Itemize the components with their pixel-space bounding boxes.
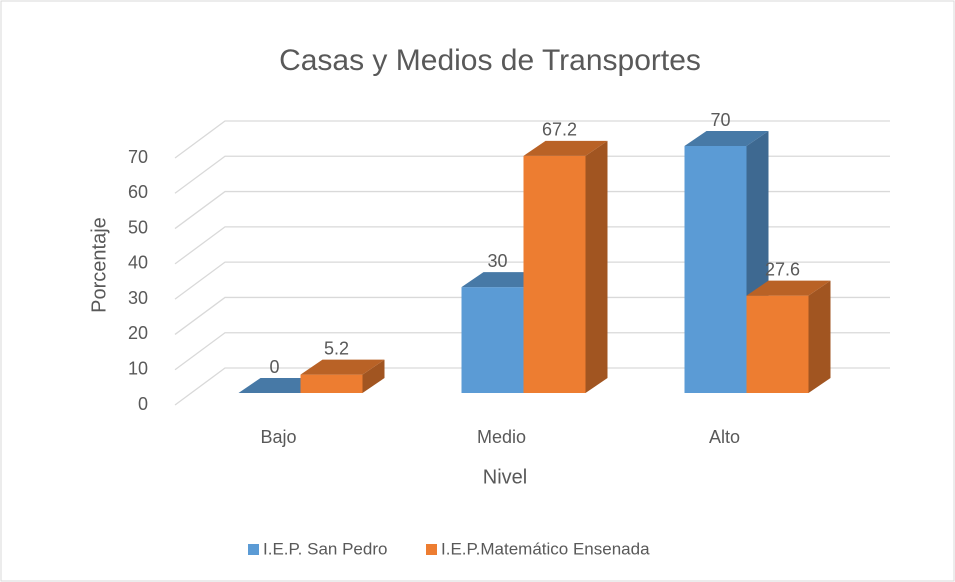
grid-line	[174, 332, 890, 371]
bar	[746, 280, 831, 393]
bar	[684, 131, 769, 393]
bar-front	[746, 295, 809, 393]
y-tick-label: 30	[128, 288, 148, 308]
bar-side	[362, 359, 385, 393]
legend-label: I.E.P. San Pedro	[263, 539, 387, 558]
data-label: 5.2	[324, 338, 349, 358]
bar-front	[684, 146, 747, 393]
x-tick-label: Medio	[477, 427, 526, 447]
bar-top	[684, 131, 769, 146]
data-label: 0	[269, 357, 279, 377]
bar	[523, 140, 608, 393]
grid-line	[174, 296, 890, 335]
x-tick-label: Alto	[709, 427, 740, 447]
y-axis-label: Porcentaje	[88, 217, 110, 313]
data-label: 27.6	[765, 259, 800, 279]
bar-front	[523, 155, 586, 393]
legend-swatch	[248, 544, 259, 555]
data-label: 70	[710, 110, 730, 130]
y-tick-label: 0	[138, 394, 148, 414]
legend-swatch	[426, 544, 437, 555]
y-tick-label: 50	[128, 217, 148, 237]
x-axis-label: Nivel	[483, 466, 527, 488]
bar-side	[808, 280, 831, 393]
data-label: 67.2	[542, 120, 577, 140]
bar-top	[523, 140, 608, 156]
data-label: 30	[487, 251, 507, 271]
grid-line	[174, 261, 890, 300]
grid-line	[174, 226, 890, 265]
chart-title: Casas y Medios de Transportes	[279, 44, 701, 77]
bar-side	[585, 140, 608, 393]
grid-line	[174, 120, 890, 159]
bar	[300, 359, 385, 393]
bar-front	[300, 374, 363, 393]
bar-top	[300, 359, 385, 375]
grid-line	[174, 190, 890, 230]
y-tick-label: 60	[128, 182, 148, 202]
bar-front	[461, 287, 524, 393]
y-tick-label: 70	[128, 147, 148, 167]
grid-line	[174, 367, 890, 406]
bar-top	[746, 280, 831, 296]
legend-label: I.E.P.Matemático Ensenada	[441, 539, 650, 558]
x-tick-label: Bajo	[260, 427, 296, 447]
y-tick-label: 10	[128, 358, 148, 378]
y-tick-label: 20	[128, 323, 148, 343]
y-tick-label: 40	[128, 253, 148, 273]
grid-line	[174, 155, 890, 194]
